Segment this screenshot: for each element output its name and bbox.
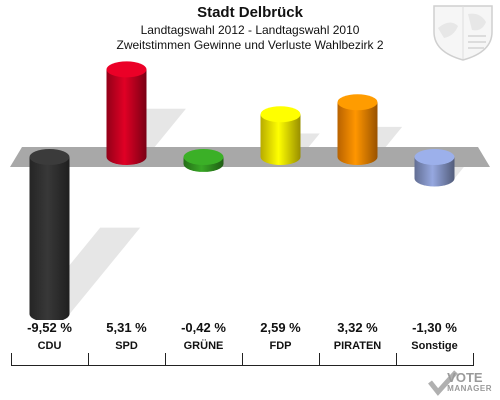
category-bracket	[11, 353, 89, 366]
category-bracket	[242, 353, 320, 366]
chart-title: Stadt Delbrück	[197, 4, 303, 21]
bar-fdp	[260, 106, 301, 165]
value-label: 2,59 %	[260, 320, 301, 335]
bar-piraten	[337, 94, 378, 165]
bar-cap	[183, 149, 224, 165]
vote-logo-line2: MANAGER	[447, 384, 492, 393]
category-label: PIRATEN	[333, 340, 382, 352]
value-label: -9,52 %	[27, 320, 72, 335]
vote-manager-logo: VOTE MANAGER	[447, 370, 492, 394]
plot-area	[10, 61, 490, 320]
bar-sonstige	[414, 149, 455, 187]
category-bracket	[88, 353, 166, 366]
vote-check-icon	[428, 370, 458, 396]
chart-subtitle-2: Zweitstimmen Gewinne und Verluste Wahlbe…	[116, 38, 384, 52]
chart-subtitle: Landtagswahl 2012 - Landtagswahl 2010	[140, 23, 360, 37]
category-bracket	[396, 353, 474, 366]
bar-spd	[106, 61, 147, 165]
category-label: FDP	[269, 340, 292, 352]
value-label: -1,30 %	[412, 320, 457, 335]
bar-cap	[337, 94, 378, 111]
value-label: -0,42 %	[181, 320, 226, 335]
category-label: SPD	[115, 340, 138, 352]
bar-cdu	[29, 149, 70, 320]
bar-cap	[414, 149, 455, 165]
category-bracket	[319, 353, 397, 366]
value-label: 3,32 %	[337, 320, 378, 335]
value-label: 5,31 %	[106, 320, 147, 335]
vote-logo-line1: VOTE	[447, 370, 483, 385]
category-label: Sonstige	[411, 340, 458, 352]
bar-grüne	[183, 149, 224, 172]
bar-cap	[29, 149, 70, 165]
bar-cap	[260, 106, 301, 123]
bar-cap	[106, 61, 147, 78]
crest-icon	[433, 5, 493, 61]
category-bracket	[165, 353, 243, 366]
category-label: CDU	[37, 340, 62, 352]
category-label: GRÜNE	[183, 340, 224, 352]
